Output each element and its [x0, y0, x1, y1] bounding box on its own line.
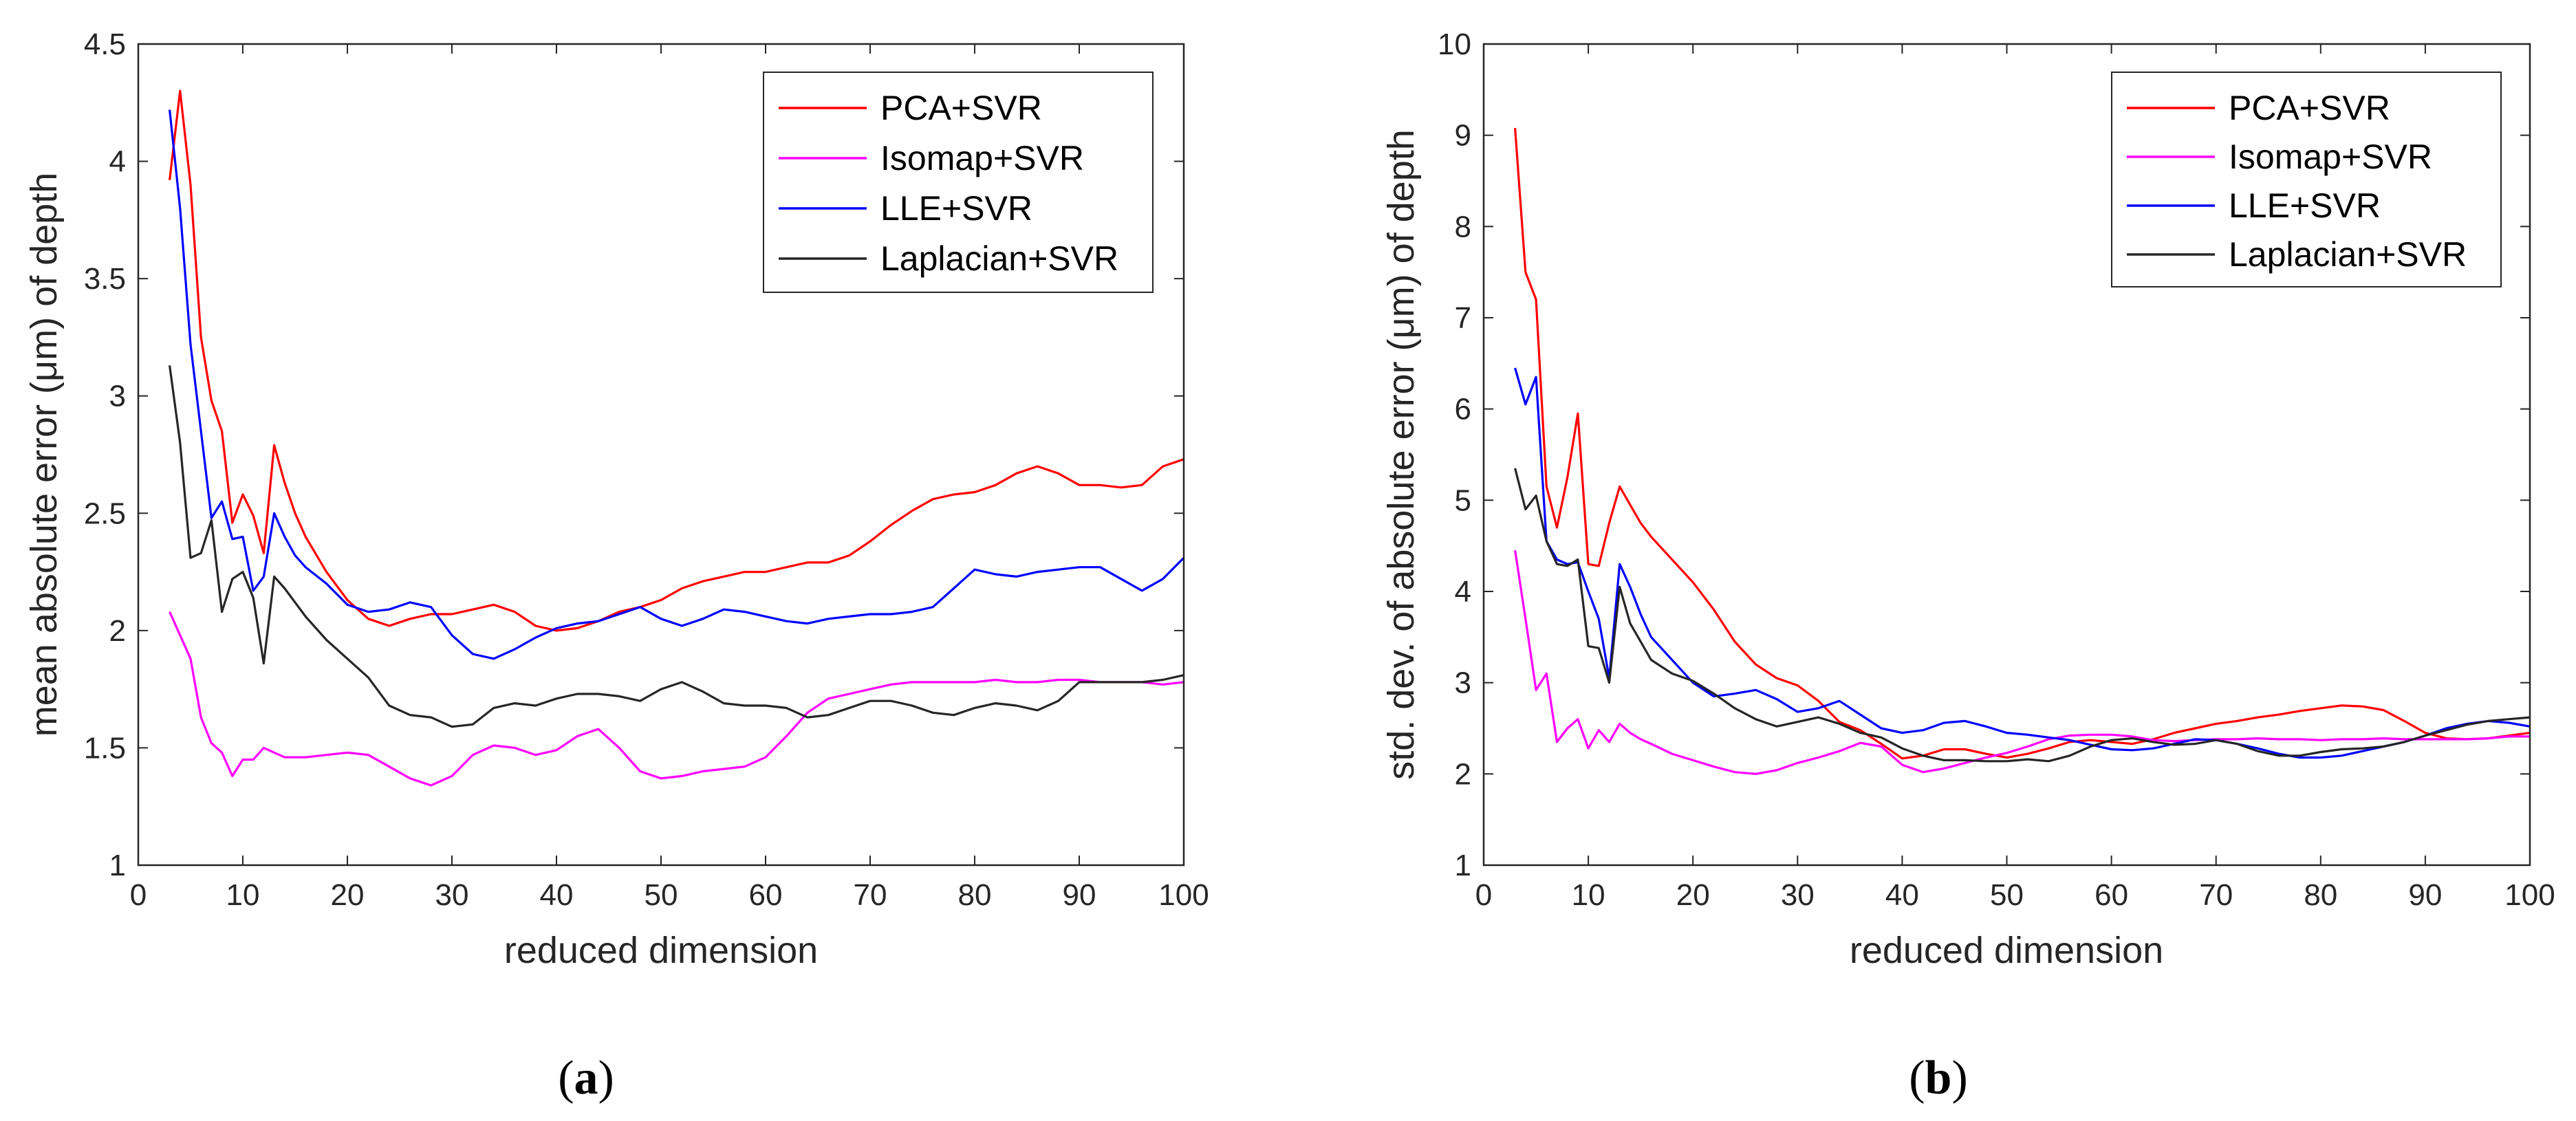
legend-b: PCA+SVR Isomap+SVR LLE+SVR Laplacian+SVR	[2111, 72, 2502, 287]
panel-b: 0 10 20 30 40 50 60 70 80 90 100 1 2 3 4 5 6 7 8 9 10 reduce…	[1381, 28, 2555, 1104]
caption-b: (b)	[1909, 1052, 1968, 1104]
caption-b-close: )	[1951, 1052, 1967, 1104]
y-tick-label: 1	[1455, 849, 1471, 882]
x-tick-label: 50	[1990, 878, 2024, 912]
x-tick-label: 100	[2504, 878, 2555, 912]
series-group-b	[1514, 127, 2531, 775]
x-tick-label: 90	[1063, 878, 1096, 912]
y-tick-label: 2	[1455, 757, 1471, 791]
x-tick-label: 80	[2304, 878, 2337, 912]
caption-a-letter: a	[574, 1052, 598, 1104]
series-line-pca-svr	[1514, 127, 2531, 760]
series-line-isomap-svr	[169, 611, 1184, 787]
x-tick-label: 20	[1676, 878, 1710, 912]
x-tick-label: 80	[958, 878, 992, 912]
y-tick-label: 7	[1455, 301, 1471, 335]
series-line-laplacian-svr	[1514, 468, 2531, 763]
x-tick-label: 20	[331, 878, 365, 912]
legend-label: PCA+SVR	[880, 89, 1042, 127]
x-tick-label: 70	[2199, 878, 2233, 912]
x-axis-label-b: reduced dimension	[1850, 930, 2163, 971]
series-line-pca-svr	[169, 89, 1184, 632]
legend-label: Laplacian+SVR	[2229, 235, 2467, 274]
y-tick-label: 6	[1455, 393, 1471, 426]
x-axis-label-a: reduced dimension	[504, 930, 818, 971]
y-tick-label: 3	[109, 380, 126, 413]
series-line-lle-svr	[169, 109, 1185, 660]
y-axis-label-b: std. dev. of absolute error (μm) of dept…	[1381, 129, 1422, 780]
y-tick-label: 4	[1455, 575, 1471, 609]
y-axis-label-a: mean absolute error (μm) of depth	[23, 173, 65, 737]
y-tick-label: 4	[109, 145, 126, 179]
caption-b-letter: b	[1925, 1052, 1952, 1104]
x-tick-label: 100	[1158, 878, 1209, 912]
x-tick-label: 40	[540, 878, 574, 912]
x-tick-label: 10	[226, 878, 260, 912]
legend-label: LLE+SVR	[2229, 186, 2381, 225]
y-tick-label: 1.5	[84, 731, 126, 765]
y-tick-label: 10	[1438, 28, 1471, 61]
ticks-a: 0 10 20 30 40 50 60 70 80 90 100 1 1.5 2 2.5 3 3.5 4 4.5	[84, 28, 1209, 912]
x-tick-label: 60	[749, 878, 783, 912]
x-tick-label: 0	[1475, 878, 1492, 912]
series-line-laplacian-svr	[169, 365, 1184, 728]
legend-label: Laplacian+SVR	[880, 239, 1118, 278]
x-tick-label: 70	[854, 878, 887, 912]
legend-label: Isomap+SVR	[2229, 138, 2432, 176]
y-tick-label: 8	[1455, 210, 1471, 243]
x-tick-label: 60	[2095, 878, 2128, 912]
caption-a-open: (	[558, 1052, 574, 1104]
x-tick-label: 40	[1885, 878, 1919, 912]
x-tick-label: 10	[1572, 878, 1605, 912]
legend-label: PCA+SVR	[2229, 89, 2390, 127]
caption-a-close: )	[598, 1052, 614, 1104]
y-tick-label: 2	[109, 614, 126, 648]
legend-a: PCA+SVR Isomap+SVR LLE+SVR Laplacian+SVR	[763, 72, 1154, 293]
legend-label: LLE+SVR	[880, 189, 1032, 228]
series-line-isomap-svr	[1514, 550, 2530, 775]
x-tick-label: 0	[130, 878, 147, 912]
x-tick-label: 30	[1781, 878, 1815, 912]
y-tick-label: 2.5	[84, 497, 126, 530]
ticks-b: 0 10 20 30 40 50 60 70 80 90 100 1 2 3 4 5 6 7 8 9 10	[1438, 28, 2555, 912]
x-tick-label: 50	[645, 878, 678, 912]
caption-a: (a)	[558, 1052, 614, 1104]
x-tick-label: 90	[2408, 878, 2442, 912]
y-tick-label: 1	[109, 849, 126, 882]
x-tick-label: 30	[435, 878, 469, 912]
caption-b-open: (	[1909, 1052, 1925, 1104]
y-tick-label: 4.5	[84, 28, 126, 61]
y-tick-label: 5	[1455, 483, 1471, 517]
y-tick-label: 3.5	[84, 262, 126, 296]
y-tick-label: 9	[1455, 119, 1471, 153]
legend-label: Isomap+SVR	[880, 139, 1084, 177]
y-tick-label: 3	[1455, 666, 1471, 700]
series-group-a	[169, 89, 1185, 787]
panel-a: 0 10 20 30 40 50 60 70 80 90 100 1 1.5 2 2.5 3 3.5 4 4.5 r…	[23, 28, 1209, 1104]
